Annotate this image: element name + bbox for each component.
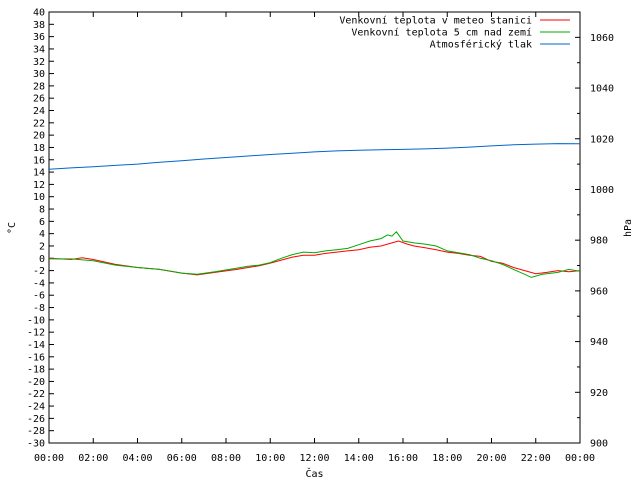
y-left-tick-label: 10 — [33, 192, 45, 203]
x-tick-label: 06:00 — [167, 453, 197, 464]
y-left-tick-label: 18 — [33, 143, 45, 154]
y-left-tick-label: 40 — [33, 8, 45, 19]
y-left-tick-label: -18 — [27, 365, 45, 376]
y-right-tick-label: 980 — [590, 236, 608, 247]
x-tick-label: 16:00 — [388, 453, 418, 464]
y-left-tick-label: -2 — [33, 266, 45, 277]
y-left-tick-label: 20 — [33, 131, 45, 142]
y-left-tick-label: -22 — [27, 389, 45, 400]
y-left-tick-label: -6 — [33, 291, 45, 302]
y-left-tick-label: 24 — [33, 106, 45, 117]
legend: Venkovní teplota v meteo staniciVenkovní… — [339, 15, 570, 51]
y-axis-right-title: hPa — [623, 219, 634, 237]
y-left-tick-label: 12 — [33, 180, 45, 191]
y-left-tick-label: 34 — [33, 44, 45, 55]
y-left-tick-label: 0 — [39, 254, 45, 265]
y-right-tick-label: 940 — [590, 337, 608, 348]
y-left-tick-label: 6 — [39, 217, 45, 228]
y-left-tick-label: -12 — [27, 328, 45, 339]
legend-label: Venkovní teplota 5 cm nad zemí — [351, 27, 532, 39]
y-left-tick-label: 32 — [33, 57, 45, 68]
series-layer — [48, 143, 581, 278]
y-left-tick-label: -24 — [27, 402, 45, 413]
x-tick-label: 18:00 — [432, 453, 462, 464]
x-tick-label: 12:00 — [299, 453, 329, 464]
y-right-tick-label: 900 — [590, 439, 608, 450]
y-right-tick-label: 1020 — [590, 134, 614, 145]
y-left-tick-label: 28 — [33, 81, 45, 92]
series-line-3 — [48, 143, 581, 170]
y-right-tick-label: 1040 — [590, 84, 614, 95]
y-right-tick-label: 920 — [590, 388, 608, 399]
y-left-tick-label: -28 — [27, 426, 45, 437]
x-tick-label: 22:00 — [521, 453, 551, 464]
x-tick-label: 00:00 — [34, 453, 64, 464]
y-left-tick-label: 26 — [33, 94, 45, 105]
x-tick-label: 00:00 — [565, 453, 595, 464]
series-line-2 — [49, 231, 581, 278]
y-left-tick-label: 22 — [33, 118, 45, 129]
right-axis: 1060 1040 1020 1000 980 960 940 920 900 — [575, 33, 614, 450]
y-right-tick-label: 1060 — [590, 33, 614, 44]
x-tick-label: 02:00 — [78, 453, 108, 464]
y-left-tick-label: 4 — [39, 229, 45, 240]
x-tick-label: 14:00 — [344, 453, 374, 464]
x-axis: 00:00 02:00 04:00 06:00 08:00 10:00 12:00 14:00… — [34, 12, 595, 464]
x-axis-title: Čas — [305, 467, 323, 480]
x-tick-label: 08:00 — [211, 453, 241, 464]
y-axis-left-title: °C — [7, 222, 18, 234]
left-axis: 4038363432302826242220181614121086420-2-… — [27, 8, 54, 450]
y-right-tick-label: 1000 — [590, 185, 614, 196]
x-tick-label: 10:00 — [255, 453, 285, 464]
y-left-tick-label: 16 — [33, 155, 45, 166]
y-left-tick-label: 8 — [39, 205, 45, 216]
y-left-tick-label: -16 — [27, 352, 45, 363]
x-tick-label: 20:00 — [476, 453, 506, 464]
plot-area-border — [48, 11, 581, 444]
x-tick-label: 04:00 — [122, 453, 152, 464]
y-left-tick-label: 36 — [33, 32, 45, 43]
y-left-tick-label: -4 — [33, 278, 45, 289]
y-left-tick-label: -8 — [33, 303, 45, 314]
y-left-tick-label: 2 — [39, 241, 45, 252]
legend-label: Atmosférický tlak — [430, 39, 532, 51]
y-left-tick-label: 38 — [33, 20, 45, 31]
y-left-tick-label: -20 — [27, 377, 45, 388]
y-left-tick-label: -26 — [27, 414, 45, 425]
y-left-tick-label: 30 — [33, 69, 45, 80]
y-left-tick-label: -30 — [27, 439, 45, 450]
y-right-tick-label: 960 — [590, 286, 608, 297]
series-line-1 — [48, 240, 581, 276]
y-left-tick-label: -14 — [27, 340, 45, 351]
y-left-tick-label: -10 — [27, 315, 45, 326]
legend-label: Venkovní teplota v meteo stanici — [339, 15, 532, 27]
y-left-tick-label: 14 — [33, 168, 45, 179]
